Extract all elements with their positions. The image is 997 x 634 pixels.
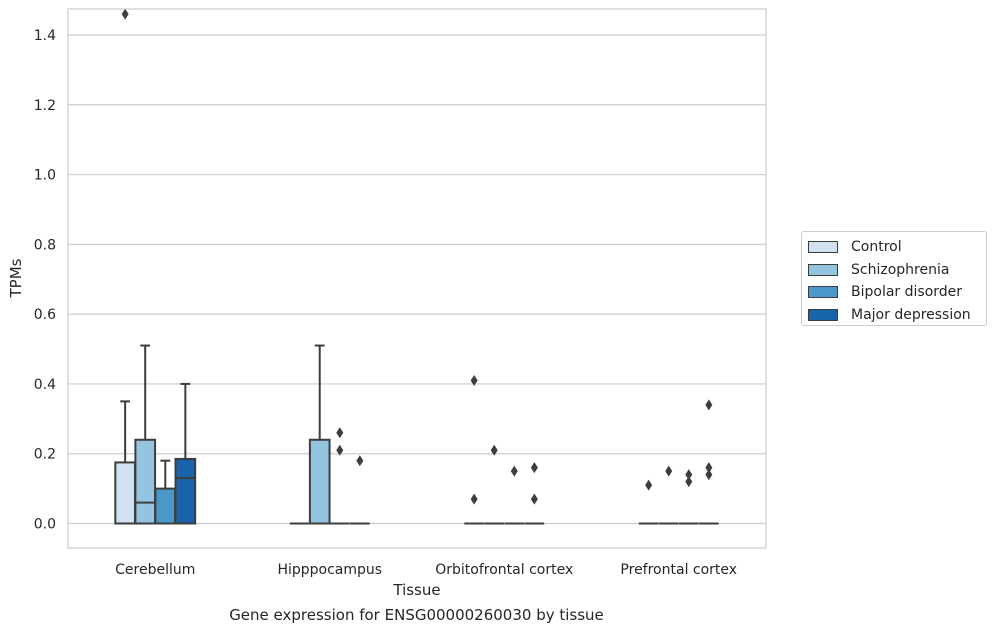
box-body [114, 461, 136, 525]
legend-label: Bipolar disorder [851, 284, 963, 301]
box-0-3 [174, 382, 197, 525]
y-tick-label: 0.2 [34, 447, 56, 463]
outlier-point [356, 455, 364, 467]
x-axis-title: Tissue [392, 581, 440, 599]
outlier-point [685, 476, 693, 488]
box-body [154, 487, 177, 525]
legend-label: Major depression [851, 306, 971, 323]
outliers [121, 8, 713, 505]
x-tick-label: Prefrontal cortex [620, 562, 737, 578]
outlier-point [665, 465, 673, 477]
legend-swatch [808, 308, 838, 321]
y-tick-label: 1.4 [34, 28, 56, 44]
outlier-point [685, 469, 693, 481]
outlier-point [530, 462, 538, 474]
y-tick-label: 0.4 [34, 377, 56, 393]
y-axis-title: TPMs [7, 258, 25, 298]
y-tick-labels: 0.0 0.2 0.4 0.6 0.8 1.0 1.2 1.4 [34, 28, 56, 533]
legend-swatch [808, 263, 838, 276]
outlier-point [121, 8, 129, 20]
outlier-point [510, 465, 518, 477]
outlier-point [470, 374, 478, 386]
boxes [114, 344, 719, 525]
box-body [308, 438, 331, 525]
outlier-point [705, 469, 713, 481]
x-tick-label: Orbitofrontal cortex [435, 562, 573, 578]
outlier-point [336, 427, 344, 439]
box-0-0 [114, 400, 136, 525]
outlier-point [705, 462, 713, 474]
legend: Control Schizophrenia Bipolar disorder Majo… [801, 231, 987, 326]
legend-label: Schizophrenia [851, 261, 950, 278]
box-body [134, 438, 157, 525]
x-tick-labels: Cerebellum Hipppocampus Orbitofrontal cort… [115, 562, 737, 578]
outlier-point [470, 493, 478, 505]
legend-item: Control [808, 236, 980, 259]
legend-swatch [808, 286, 838, 299]
outlier-point [530, 493, 538, 505]
gridlines [68, 34, 766, 525]
legend-item: Schizophrenia [808, 259, 980, 282]
box-1-1 [308, 344, 331, 525]
legend-item: Bipolar disorder [808, 281, 980, 304]
outlier-point [490, 444, 498, 456]
plot-frame [67, 8, 767, 549]
legend-item: Major depression [808, 304, 980, 327]
legend-swatch [808, 241, 838, 254]
box-0-1 [134, 344, 157, 525]
y-tick-label: 0.0 [34, 517, 56, 533]
y-tick-label: 1.2 [34, 98, 56, 114]
x-tick-label: Cerebellum [115, 562, 195, 578]
outlier-point [336, 444, 344, 456]
y-tick-label: 0.8 [34, 237, 56, 253]
chart-caption: Gene expression for ENSG00000260030 by t… [229, 606, 604, 624]
box-body [174, 457, 197, 525]
outlier-point [645, 479, 653, 491]
y-tick-label: 0.6 [34, 307, 56, 323]
outlier-point [705, 399, 713, 411]
y-tick-label: 1.0 [34, 168, 56, 184]
box-0-2 [154, 459, 177, 525]
x-tick-label: Hipppocampus [277, 562, 382, 578]
legend-label: Control [851, 239, 902, 256]
